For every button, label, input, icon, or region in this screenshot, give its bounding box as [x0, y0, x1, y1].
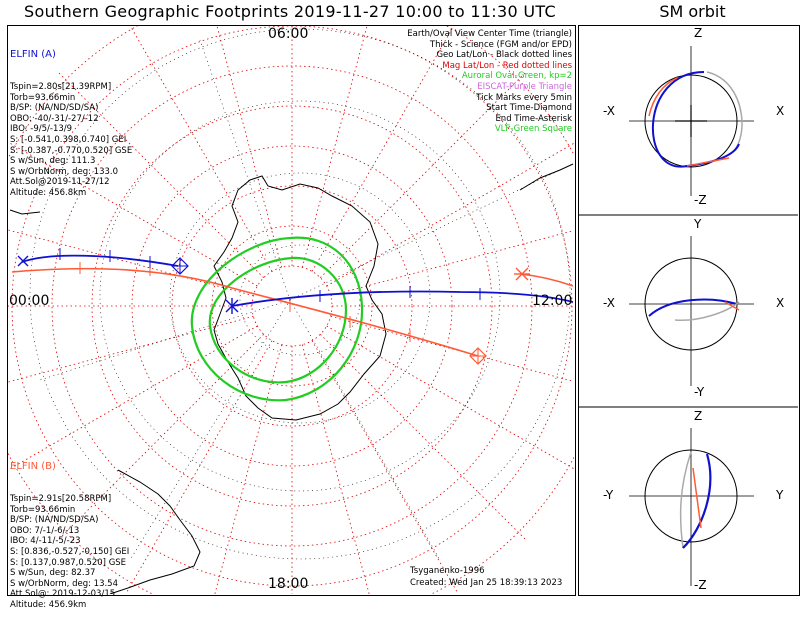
footprint-map-frame — [7, 25, 576, 596]
map-legend: Earth/Oval View Center Time (triangle) Th… — [407, 29, 572, 135]
elfin-a-info-line: S: [-0.387,-0.770,0.520] GSE — [10, 145, 133, 156]
elfin-b-name: ELFIN (B) — [10, 461, 56, 473]
elfin-a-info-line: S w/OrbNorm, deg: 133.0 — [10, 166, 119, 177]
elfin-a-info-line: OBO: -40/-31/-27/-12 — [10, 113, 99, 124]
elfin-a-name: ELFIN (A) — [10, 49, 56, 61]
panel1-bottom-label: -Z — [694, 193, 707, 207]
legend-entry: Auroral Oval-Green, kp=2 — [461, 71, 572, 82]
orbit-panel-xy — [629, 236, 754, 386]
elfin-a-info: ELFIN (A) Tspin=2.80s[21.39RPM] Torb=93.6… — [10, 29, 132, 209]
polar-footprint-map — [8, 26, 574, 594]
elfin-a-info-line: S: [-0.541,0.398,0.740] GEI — [10, 134, 127, 145]
mag-longitude-line — [58, 334, 264, 540]
panel2-right-label: X — [776, 296, 785, 310]
mag-longitude-line — [8, 141, 258, 287]
model-credit: Tsyganenko-1996 — [410, 566, 485, 576]
elfin-b-info-line: OBO: 7/-1/-6/-13 — [10, 525, 80, 536]
elfin-b-info-line: S w/Sun, deg: 82.37 — [10, 568, 96, 579]
elfin-b-info-line: Att.Sol@: 2019-12-03/15 — [10, 589, 116, 600]
clock-label-bottom: 18:00 — [268, 576, 309, 592]
legend-entry: EISCAT-Purple Triangle — [477, 81, 572, 92]
orbit-panel-xz — [629, 46, 754, 196]
legend-entry: Mag Lat/Lon - Red dotted lines — [442, 60, 572, 71]
auroral-oval — [190, 236, 364, 402]
elfin-b-end-asterisk — [514, 267, 530, 281]
mag-longitude-line — [214, 344, 283, 594]
mag-longitude-line — [326, 142, 574, 287]
elfin-b-info-line: Tspin=2.91s[20.58RPM] — [10, 493, 112, 504]
elfin-a-info-line: B/SP: (NA/ND/SD/SA) — [10, 103, 99, 114]
panel2-bottom-label: -Y — [694, 385, 705, 399]
panel1-top-label: Z — [694, 26, 703, 40]
elfin-b-info-line: S: [0.137,0.987,0.520] GSE — [10, 557, 127, 568]
mag-longitude-line — [301, 26, 368, 268]
mag-longitude-line — [126, 340, 273, 592]
plot-title: Southern Geographic Footprints 2019-11-2… — [24, 2, 556, 21]
australia-coastline — [9, 209, 41, 215]
africa-coastline — [519, 163, 574, 191]
sm-orbit-title: SM orbit — [659, 2, 726, 21]
mag-longitude-line — [129, 26, 273, 272]
orbit-panel-yz — [629, 428, 754, 586]
elfin-b-info-line: B/SP: (NA/ND/SD/SA) — [10, 515, 99, 526]
panel2-top-label: Y — [694, 217, 702, 231]
panel1-right-label: X — [776, 104, 785, 118]
legend-entry: Geo Lat/Lon - Black dotted lines — [436, 50, 572, 61]
panel3-right-label: Y — [776, 488, 784, 502]
elfin-b-info-line: IBO: 4/-11/-5/-23 — [10, 536, 81, 547]
elfin-a-info-line: S w/Sun, deg: 111.3 — [10, 156, 96, 167]
legend-entry: Start Time-Diamond — [486, 103, 572, 114]
sm-orbit-panels — [579, 46, 798, 586]
legend-entry: VLF-Green Square — [494, 124, 572, 135]
clock-label-top: 06:00 — [268, 26, 309, 42]
elfin-b-info: ELFIN (B) Tspin=2.91s[20.58RPM] Torb=93.6… — [10, 441, 129, 621]
south-america-coastline — [109, 469, 201, 594]
mag-longitude-line — [326, 325, 574, 470]
mag-longitude-line — [301, 344, 370, 594]
elfin-b-info-line: S w/OrbNorm, deg: 13.54 — [10, 578, 119, 589]
legend-entry: Tick Marks every 5min — [476, 92, 572, 103]
mag-longitude-line — [58, 72, 264, 278]
elfin-a-info-line: Torb=93.66min — [10, 92, 76, 103]
mag-longitude-line — [311, 26, 455, 272]
legend-entry: End Time-Asterisk — [495, 113, 572, 124]
panel3-bottom-label: -Z — [694, 578, 707, 592]
mag-longitude-line — [8, 315, 254, 383]
panel3-top-label: Z — [694, 409, 703, 423]
clock-label-left: 00:00 — [9, 293, 50, 309]
elfin-a-info-line: Att.Sol@2019-11-27/12 — [10, 177, 110, 188]
mag-longitude-line — [320, 334, 526, 540]
elfin-a-start-diamond — [171, 257, 189, 275]
mag-longitude-line — [311, 340, 458, 592]
mag-longitude-line — [216, 26, 283, 268]
elfin-a-info-line: Tspin=2.80s[21.39RPM] — [10, 81, 112, 92]
elfin-b-info-line: Altitude: 456.9km — [10, 599, 87, 610]
elfin-b-info-line: Torb=93.66min — [10, 504, 76, 515]
elfin-b-track — [11, 262, 574, 365]
created-timestamp: Created: Wed Jan 25 18:39:13 2023 — [410, 578, 563, 588]
elfin-a-end-asterisk — [225, 298, 239, 314]
legend-entry: Thick - Science (FGM and/or EPD) — [429, 39, 572, 50]
elfin-a-start-asterisk — [17, 255, 29, 267]
panel3-left-label: -Y — [603, 488, 614, 502]
antarctica-coastline — [213, 175, 387, 421]
mag-latlon-grid — [8, 26, 574, 594]
clock-label-right: 12:00 — [532, 293, 573, 309]
elfin-a-info-line: Altitude: 456.8km — [10, 187, 87, 198]
mag-longitude-line — [8, 325, 258, 471]
panel1-left-label: -X — [603, 104, 615, 118]
legend-entry: Earth/Oval View Center Time (triangle) — [407, 29, 572, 39]
mag-longitude-line — [320, 72, 526, 278]
mag-longitude-line — [330, 230, 574, 297]
elfin-b-start-diamond — [469, 347, 487, 365]
elfin-a-track — [17, 248, 574, 314]
elfin-b-info-line: S: [0.836,-0.527,-0.150] GEI — [10, 546, 130, 557]
mag-longitude-line — [330, 315, 574, 382]
elfin-a-info-line: IBO: -9/5/-13/9 — [10, 124, 73, 135]
panel2-left-label: -X — [603, 296, 615, 310]
